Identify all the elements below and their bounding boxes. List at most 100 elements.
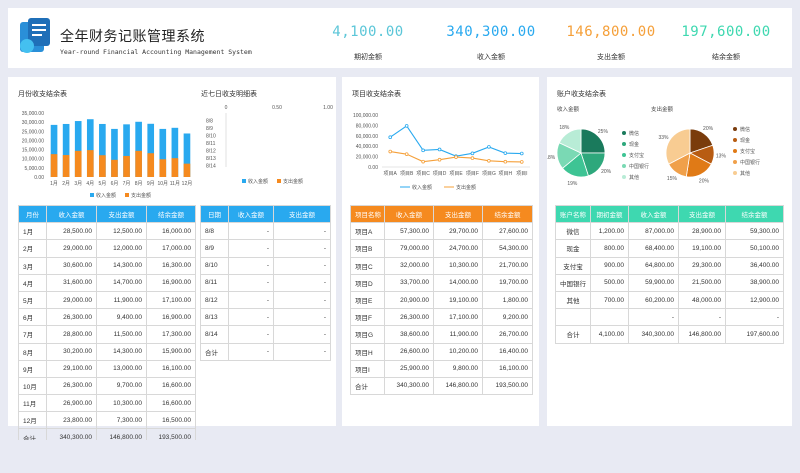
table-cell: 19,100.00 (678, 239, 726, 258)
pie-value-label: 18% (559, 125, 570, 131)
x-tick-label: 10月 (158, 181, 169, 187)
table-cell: 项目B (350, 239, 385, 258)
project-header-cell: 结余金额 (482, 204, 533, 224)
account-title: 账户收支结余表 (557, 91, 606, 98)
x-tick-label: 项目I (516, 171, 527, 177)
weekly-header-cell: 收入金额 (228, 204, 274, 224)
pie-value-label: 15% (667, 176, 678, 182)
x-tick-label: 1.00 (323, 105, 333, 111)
y-tick-label: 25,000.00 (22, 129, 44, 135)
bar-expense (99, 155, 106, 177)
table-cell: 8/8 (200, 222, 229, 241)
table-cell: 32,000.00 (384, 256, 434, 275)
x-tick-label: 7月 (123, 181, 131, 187)
account-header-cell: 支出金额 (678, 204, 726, 224)
table-cell: 87,000.00 (628, 222, 679, 241)
bar-expense (111, 159, 118, 177)
legend-label-expense: 支出金额 (456, 184, 476, 191)
x-tick-label: 8月 (135, 181, 143, 187)
bar-income (86, 119, 94, 177)
project-header-cell: 项目名称 (350, 204, 385, 224)
table-cell: 193,500.00 (482, 376, 533, 396)
x-tick-label: 3月 (74, 181, 82, 187)
table-row: 11月 26,900.00 10,300.00 16,600.00 (18, 394, 196, 413)
table-cell: 900.00 (590, 256, 629, 275)
table-cell: 15,900.00 (146, 342, 196, 361)
table-cell: 11,900.00 (96, 290, 147, 310)
table-cell: 8/10 (200, 256, 229, 275)
table-row: 8/8- - (200, 222, 331, 241)
table-cell: 16,100.00 (482, 359, 533, 378)
table-cell: - (628, 308, 679, 327)
table-cell: 8月 (18, 342, 47, 361)
table-row: 8/14- - (200, 325, 331, 344)
table-cell: 36,400.00 (725, 256, 784, 275)
table-cell: - (273, 308, 331, 327)
y-tick-label: 100,000.00 (353, 113, 378, 119)
table-cell: 9,800.00 (433, 359, 483, 378)
table-cell: 10月 (18, 376, 47, 396)
table-cell: 25,900.00 (384, 359, 434, 378)
table-cell: 10,300.00 (96, 394, 147, 413)
table-cell: 20,900.00 (384, 290, 434, 310)
header-bar: 全年财务记账管理系统 Year-round Financial Accounti… (8, 8, 792, 68)
bar-income (183, 133, 191, 177)
y-tick-label: 5,000.00 (25, 166, 45, 172)
app-subtitle: Year-round Financial Accounting Manageme… (60, 48, 252, 56)
kpi-opening-value: 4,100.00 (332, 24, 404, 40)
x-tick-label: 1月 (50, 181, 58, 187)
x-tick-label: 项目A (384, 171, 398, 177)
table-cell: 项目F (350, 308, 385, 327)
table-cell: 16,900.00 (146, 308, 196, 327)
x-tick-label: 2月 (62, 181, 70, 187)
table-cell: - (273, 342, 331, 361)
table-cell: 16,900.00 (146, 273, 196, 292)
table-cell: 合计 (350, 376, 385, 396)
kpi-expense-label: 支出金额 (597, 54, 625, 61)
monthly-header-cell: 支出金额 (96, 204, 147, 224)
table-cell: 16,400.00 (482, 342, 533, 361)
legend-label: 其他 (740, 170, 750, 177)
table-row: 8/11- - (200, 273, 331, 292)
table-row: 1月 28,500.00 12,500.00 16,000.00 (18, 222, 196, 241)
x-tick-label: 9月 (147, 181, 155, 187)
kpi-income-label: 收入金额 (477, 54, 505, 61)
legend-label: 现金 (629, 141, 639, 148)
table-cell: 59,300.00 (725, 222, 784, 241)
table-cell (590, 308, 629, 327)
bar-income (135, 121, 142, 177)
legend-swatch (733, 149, 737, 153)
x-tick-label: 5月 (98, 181, 106, 187)
table-cell: 中国银行 (555, 273, 591, 292)
x-tick-label: 0 (225, 105, 228, 111)
x-tick-label: 11月 (170, 181, 180, 187)
kpi-income-value: 340,300.00 (446, 24, 536, 40)
table-cell: 14,000.00 (433, 273, 483, 292)
y-tick-label: 8/14 (206, 163, 216, 169)
table-cell: 合计 (555, 325, 591, 344)
kpi-expense-value: 146,800.00 (566, 24, 656, 40)
table-cell: 11,500.00 (96, 325, 147, 344)
table-cell: 21,700.00 (482, 256, 533, 275)
table-cell: 60,200.00 (628, 290, 679, 310)
monthly-header-cell: 月份 (18, 204, 47, 224)
table-cell: 8/13 (200, 308, 229, 327)
table-cell: 16,500.00 (146, 411, 196, 430)
table-cell: 28,500.00 (46, 222, 97, 241)
table-cell: - (273, 239, 331, 258)
table-cell: 项目A (350, 222, 385, 241)
table-cell: - (228, 290, 274, 310)
table-cell: 6月 (18, 308, 47, 327)
x-tick-label: 项目F (466, 171, 479, 177)
y-tick-label: 35,000.00 (22, 111, 44, 117)
table-cell: 16,600.00 (146, 376, 196, 396)
y-tick-label: 40,000.00 (356, 144, 378, 150)
app-logo-icon (18, 18, 52, 56)
point-income (437, 147, 442, 152)
weekly-title: 近七日收支明细表 (201, 91, 257, 98)
x-tick-label: 项目G (482, 171, 496, 177)
x-tick-label: 0.50 (272, 105, 282, 111)
table-cell: 合计 (200, 342, 229, 361)
y-tick-label: 0.00 (34, 175, 44, 181)
point-expense (454, 155, 458, 159)
